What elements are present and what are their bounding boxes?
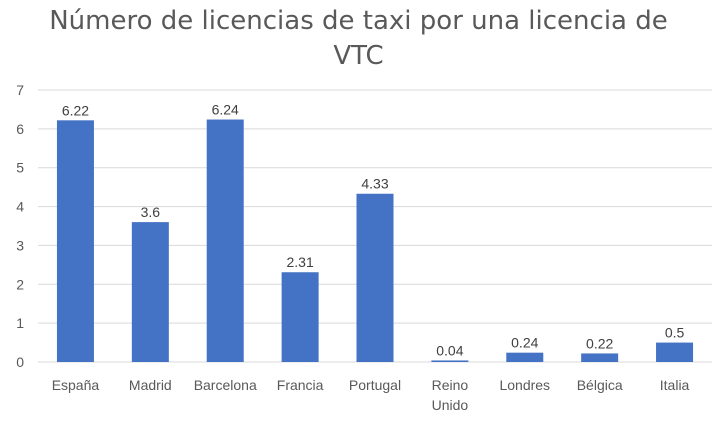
y-tick-label: 0 bbox=[16, 354, 24, 370]
chart-title-line-2: VTC bbox=[333, 41, 384, 71]
data-label: 3.6 bbox=[141, 204, 161, 220]
data-label: 0.22 bbox=[586, 335, 613, 351]
chart-title: Número de licencias de taxi por una lice… bbox=[0, 4, 717, 74]
y-tick-label: 4 bbox=[16, 199, 24, 215]
x-tick-label: Londres bbox=[499, 377, 550, 393]
x-tick-label: Francia bbox=[277, 377, 324, 393]
x-tick-label: España bbox=[52, 377, 100, 393]
bar bbox=[431, 360, 469, 362]
chart-title-line-1: Número de licencias de taxi por una lice… bbox=[49, 6, 668, 36]
data-label: 0.24 bbox=[511, 335, 538, 351]
x-tick-label: Italia bbox=[660, 377, 690, 393]
bar bbox=[356, 193, 394, 362]
x-tick-label: Unido bbox=[432, 397, 469, 413]
bar bbox=[581, 353, 619, 362]
data-label: 6.24 bbox=[212, 102, 239, 118]
data-label: 2.31 bbox=[286, 254, 313, 270]
data-label: 0.5 bbox=[665, 325, 685, 341]
x-tick-label: Reino bbox=[432, 377, 469, 393]
bar bbox=[206, 119, 244, 362]
bar bbox=[56, 120, 94, 363]
data-label: 0.04 bbox=[436, 342, 463, 358]
bar bbox=[281, 272, 319, 362]
x-tick-label: Portugal bbox=[349, 377, 401, 393]
x-tick-label: Bélgica bbox=[577, 377, 623, 393]
data-label: 4.33 bbox=[361, 176, 388, 192]
y-tick-label: 3 bbox=[16, 237, 24, 253]
y-tick-label: 6 bbox=[16, 121, 24, 137]
y-tick-label: 5 bbox=[16, 160, 24, 176]
bar bbox=[656, 342, 694, 362]
bar bbox=[131, 222, 169, 362]
x-tick-label: Madrid bbox=[129, 377, 172, 393]
bar bbox=[506, 352, 544, 362]
y-tick-label: 1 bbox=[16, 315, 24, 331]
y-tick-label: 7 bbox=[16, 82, 24, 98]
data-label: 6.22 bbox=[62, 102, 89, 118]
y-tick-label: 2 bbox=[16, 276, 24, 292]
x-tick-label: Barcelona bbox=[194, 377, 257, 393]
